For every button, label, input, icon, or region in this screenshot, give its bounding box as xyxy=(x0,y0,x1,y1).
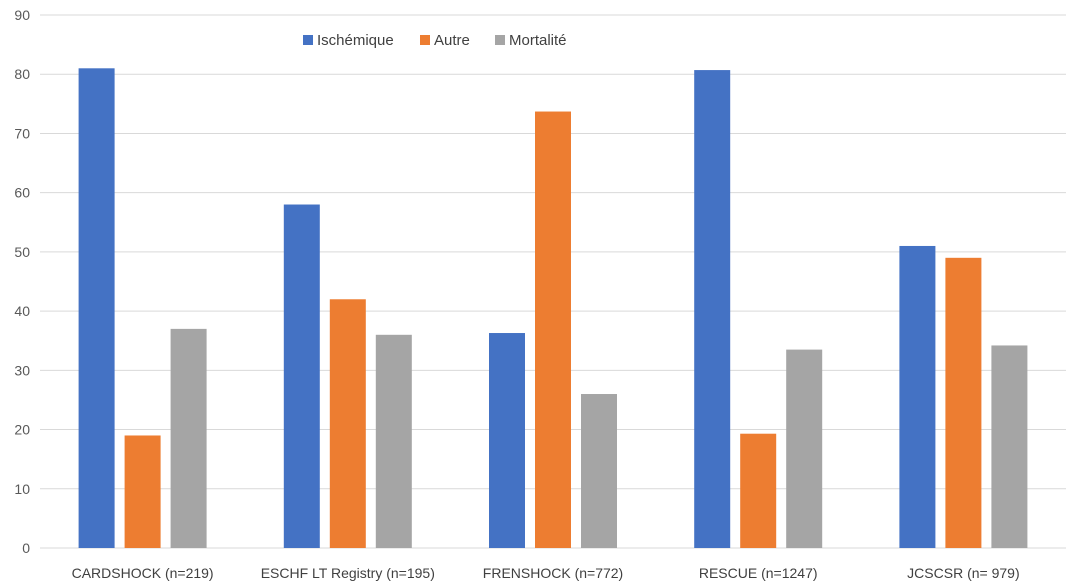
x-category-label: CARDSHOCK (n=219) xyxy=(72,565,214,581)
bar-mortalit--4 xyxy=(991,345,1028,548)
x-category-label: ESCHF LT Registry (n=195) xyxy=(261,565,435,581)
x-category-label: FRENSHOCK (n=772) xyxy=(483,565,623,581)
bar-mortalit--1 xyxy=(375,334,412,548)
x-category-label: RESCUE (n=1247) xyxy=(699,565,818,581)
y-tick-label: 20 xyxy=(14,422,30,438)
legend-label-1: Autre xyxy=(434,32,470,49)
legend-swatch-1 xyxy=(420,35,430,45)
legend: Ischémique Autre Mortalité xyxy=(303,32,567,49)
y-tick-label: 10 xyxy=(14,481,30,497)
bar-autre-4 xyxy=(945,257,982,548)
y-tick-label: 80 xyxy=(14,66,30,82)
bar-autre-1 xyxy=(329,299,366,548)
bar-mortalit--3 xyxy=(786,349,823,548)
bar-mortalit--2 xyxy=(581,394,617,548)
legend-swatch-2 xyxy=(495,35,505,45)
bar-autre-0 xyxy=(124,435,161,548)
legend-label-0: Ischémique xyxy=(317,32,394,49)
bar-autre-3 xyxy=(740,433,777,548)
y-tick-label: 40 xyxy=(14,303,30,319)
x-category-label: JCSCSR (n= 979) xyxy=(907,565,1019,581)
bars xyxy=(78,68,1028,549)
bar-mortalit--0 xyxy=(170,328,207,548)
y-tick-label: 30 xyxy=(14,362,30,378)
bar-isch-mique-4 xyxy=(899,245,936,548)
bar-isch-mique-0 xyxy=(78,68,115,549)
bar-isch-mique-1 xyxy=(283,204,320,548)
bar-isch-mique-3 xyxy=(694,70,731,549)
legend-swatch-0 xyxy=(303,35,313,45)
y-tick-label: 50 xyxy=(14,244,30,260)
y-tick-label: 60 xyxy=(14,185,30,201)
y-tick-label: 90 xyxy=(14,7,30,23)
bar-autre-2 xyxy=(535,111,571,548)
legend-label-2: Mortalité xyxy=(509,32,567,49)
x-axis-category-labels: CARDSHOCK (n=219) ESCHF LT Registry (n=19… xyxy=(72,565,1020,581)
y-tick-label: 70 xyxy=(14,125,30,141)
bar-isch-mique-2 xyxy=(489,333,525,548)
y-tick-label: 0 xyxy=(22,540,30,556)
y-axis-tick-labels: 0 10 20 30 40 50 60 70 80 90 xyxy=(14,7,30,556)
